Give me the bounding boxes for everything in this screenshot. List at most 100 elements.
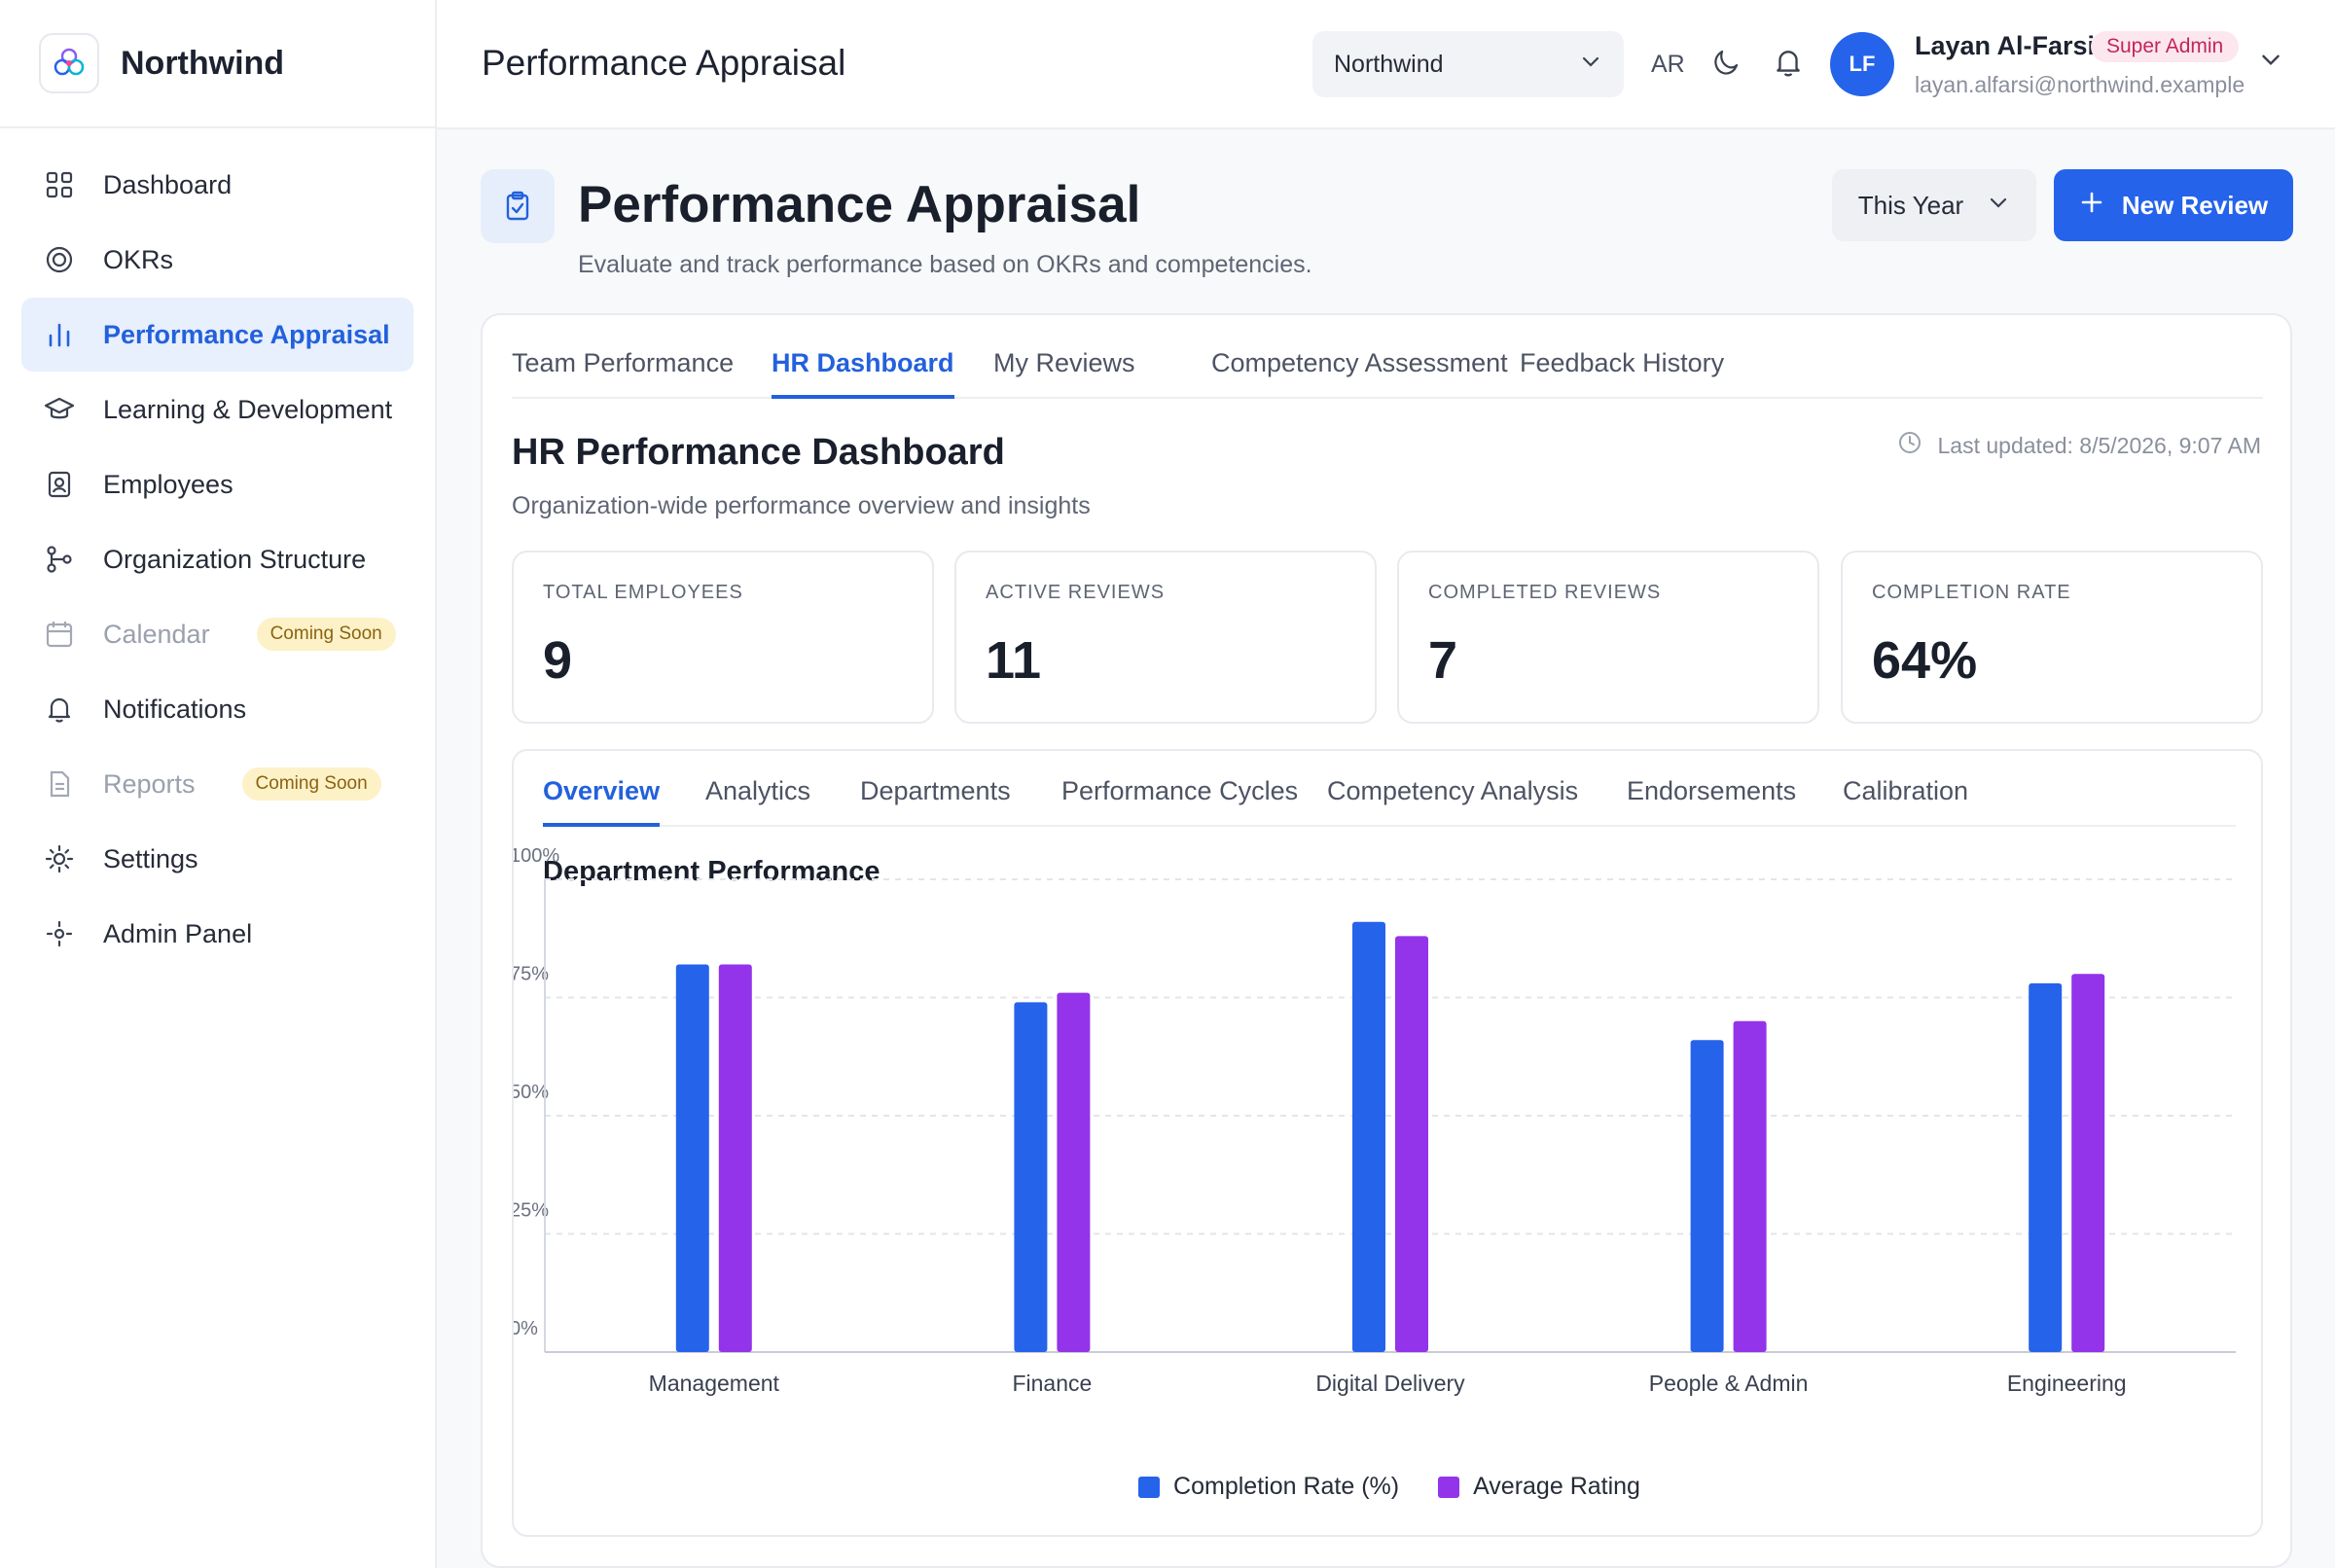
sidebar-item-label: Notifications: [103, 694, 247, 724]
y-tick-label: 100%: [514, 845, 559, 867]
sidebar-item-label: Admin Panel: [103, 918, 253, 948]
stat-value: 11: [986, 631, 1042, 690]
sidebar-item-label: Dashboard: [103, 169, 233, 199]
subtab-endorsements[interactable]: Endorsements: [1627, 776, 1797, 805]
stat-label: COMPLETION RATE: [1872, 582, 2071, 603]
bell-icon[interactable]: [1769, 43, 1808, 82]
subtab-calibration[interactable]: Calibration: [1843, 776, 1969, 805]
tab-team-performance[interactable]: Team Performance: [512, 348, 735, 377]
new-review-label: New Review: [2121, 190, 2269, 220]
stat-value: 7: [1428, 631, 1458, 690]
period-select[interactable]: This Year: [1832, 169, 2036, 241]
brand[interactable]: Northwind: [0, 0, 435, 128]
bar: [1057, 992, 1091, 1352]
x-tick-label: Finance: [1012, 1371, 1092, 1396]
subtab-analytics[interactable]: Analytics: [705, 776, 811, 805]
last-updated-text: Last updated: 8/5/2026, 9:07 AM: [1937, 432, 2261, 458]
plus-icon: [2079, 190, 2104, 222]
main-tabs: Team Performance HR Dashboard My Reviews…: [512, 315, 2263, 399]
org-chart-icon: [43, 543, 76, 576]
legend-label: Average Rating: [1473, 1473, 1640, 1500]
x-tick-label: People & Admin: [1649, 1371, 1809, 1396]
organization-select[interactable]: Northwind: [1312, 31, 1624, 97]
bar: [718, 964, 752, 1352]
period-select-value: This Year: [1857, 190, 1964, 220]
sidebar-item-organization-structure[interactable]: Organization Structure: [21, 522, 413, 596]
dashboard-grid-icon: [43, 168, 76, 201]
stat-value: 9: [543, 631, 573, 690]
chart-legend: Completion Rate (%) Average Rating: [514, 1473, 2265, 1501]
brand-name: Northwind: [121, 44, 285, 82]
y-tick-label: 50%: [514, 1082, 549, 1103]
y-tick-label: 75%: [514, 964, 549, 985]
graduation-cap-icon: [43, 393, 76, 426]
sidebar-item-label: OKRs: [103, 244, 174, 274]
topbar-title: Performance Appraisal: [482, 43, 846, 83]
bar: [1014, 1002, 1048, 1352]
sidebar-item-label: Performance Appraisal: [103, 319, 390, 349]
sidebar-nav: Dashboard OKRs Performance Appraisal Lea…: [0, 128, 435, 971]
clock-icon: [1897, 430, 1922, 461]
dashboard-subtabs: Overview Analytics Departments Performan…: [543, 751, 2236, 827]
tab-competency-assessment[interactable]: Competency Assessment: [1211, 348, 1508, 377]
bell-icon: [43, 693, 76, 726]
department-performance-chart: 0% 25% 50% 75% 100% Management Finance Digital …: [514, 845, 2236, 1396]
page-subtitle: Evaluate and track performance based on …: [578, 251, 1312, 278]
id-badge-icon: [43, 468, 76, 501]
moon-icon[interactable]: [1707, 43, 1746, 82]
admin-icon: [43, 917, 76, 950]
stat-label: TOTAL EMPLOYEES: [543, 582, 743, 603]
gear-icon: [43, 842, 76, 875]
y-tick-label: 0%: [514, 1318, 538, 1339]
bar: [1352, 921, 1385, 1352]
document-icon: [43, 767, 76, 801]
tab-hr-dashboard[interactable]: HR Dashboard: [772, 348, 954, 399]
chevron-down-icon[interactable]: [2258, 47, 2283, 77]
sidebar-item-label: Reports: [103, 768, 196, 799]
sidebar-item-employees[interactable]: Employees: [21, 447, 413, 521]
sidebar-item-notifications[interactable]: Notifications: [21, 672, 413, 746]
topbar: Performance Appraisal Northwind AR LF La…: [437, 0, 2335, 129]
bar: [2029, 982, 2063, 1352]
sidebar-item-admin-panel[interactable]: Admin Panel: [21, 897, 413, 971]
legend-item[interactable]: Completion Rate (%): [1138, 1473, 1399, 1501]
chart-title: Department Performance: [543, 856, 880, 887]
chevron-down-icon: [1987, 191, 2010, 221]
x-tick-label: Engineering: [2007, 1371, 2127, 1396]
subtab-performance-cycles[interactable]: Performance Cycles: [1061, 776, 1299, 805]
stat-label: COMPLETED REVIEWS: [1428, 582, 1662, 603]
bar: [1690, 1040, 1724, 1352]
x-tick-label: Management: [649, 1371, 780, 1396]
y-tick-label: 25%: [514, 1200, 549, 1222]
avatar[interactable]: LF: [1830, 32, 1894, 96]
sidebar-item-label: Calendar: [103, 619, 210, 649]
coming-soon-badge: Coming Soon: [241, 767, 381, 801]
sidebar-item-settings[interactable]: Settings: [21, 822, 413, 896]
subtab-competency-analysis[interactable]: Competency Analysis: [1327, 776, 1579, 805]
sidebar-item-label: Learning & Development: [103, 394, 393, 424]
legend-item[interactable]: Average Rating: [1438, 1473, 1640, 1501]
sidebar-item-reports[interactable]: Reports Coming Soon: [21, 747, 413, 821]
stat-card: TOTAL EMPLOYEES 9: [512, 551, 934, 724]
tab-my-reviews[interactable]: My Reviews: [993, 348, 1135, 377]
new-review-button[interactable]: New Review: [2054, 169, 2293, 241]
bar: [1733, 1020, 1767, 1352]
sidebar-item-performance-appraisal[interactable]: Performance Appraisal: [21, 298, 413, 372]
tab-feedback-history[interactable]: Feedback History: [1520, 348, 1725, 377]
main-card: Team Performance HR Dashboard My Reviews…: [481, 313, 2292, 1568]
legend-swatch: [1438, 1476, 1460, 1498]
sidebar-item-learning-development[interactable]: Learning & Development: [21, 373, 413, 446]
bar: [675, 964, 709, 1352]
subtab-departments[interactable]: Departments: [860, 776, 1011, 805]
sidebar-item-dashboard[interactable]: Dashboard: [21, 148, 413, 222]
organization-select-value: Northwind: [1334, 50, 1444, 78]
language-toggle[interactable]: AR: [1651, 51, 1685, 78]
page-title: Performance Appraisal: [578, 176, 1141, 233]
sidebar-item-okrs[interactable]: OKRs: [21, 223, 413, 297]
bar: [1395, 936, 1428, 1352]
sidebar-item-calendar[interactable]: Calendar Coming Soon: [21, 597, 413, 671]
stat-label: ACTIVE REVIEWS: [986, 582, 1166, 603]
sidebar-item-label: Organization Structure: [103, 544, 367, 574]
dashboard-title: HR Performance Dashboard: [512, 432, 1005, 473]
subtab-overview[interactable]: Overview: [543, 776, 661, 827]
